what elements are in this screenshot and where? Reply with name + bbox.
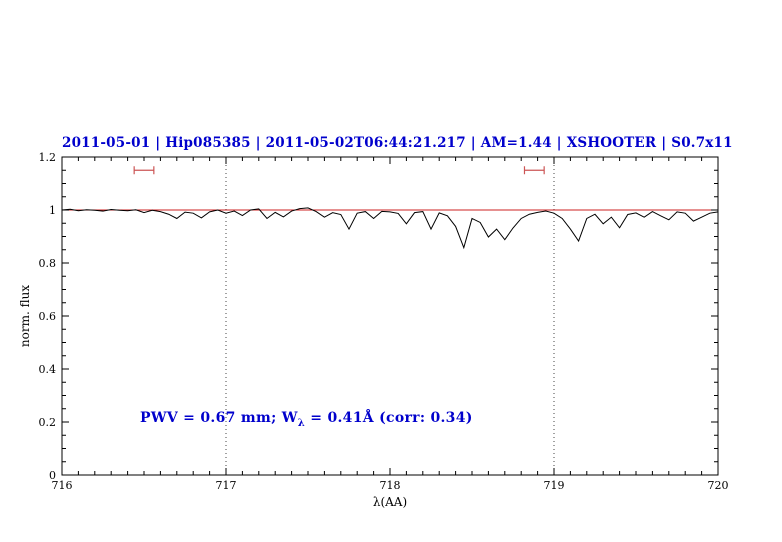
x-tick-label: 720 [708,479,729,492]
pwv-annotation: PWV = 0.67 mm; Wλ = 0.41Å (corr: 0.34) [140,410,473,429]
y-tick-label: 1 [49,204,56,217]
x-tick-label: 719 [544,479,565,492]
y-axis-label: norm. flux [18,284,32,348]
y-tick-label: 0.6 [39,310,57,323]
y-tick-label: 0.8 [39,257,57,270]
x-axis-label: λ(AA) [372,495,408,509]
plot-title: 2011-05-01 | Hip085385 | 2011-05-02T06:4… [62,135,733,151]
x-tick-label: 718 [380,479,401,492]
spectrum-line [61,207,719,250]
y-tick-label: 0.4 [39,363,57,376]
annotation-post: = 0.41Å (corr: 0.34) [305,410,473,426]
x-tick-label: 716 [52,479,73,492]
x-tick-label: 717 [216,479,237,492]
y-tick-label: 0.2 [39,416,57,429]
y-tick-label: 1.2 [39,151,57,164]
annotation-sub: λ [297,417,306,429]
annotation-pre: PWV = 0.67 mm; W [140,410,298,426]
y-tick-label: 0 [49,469,56,482]
